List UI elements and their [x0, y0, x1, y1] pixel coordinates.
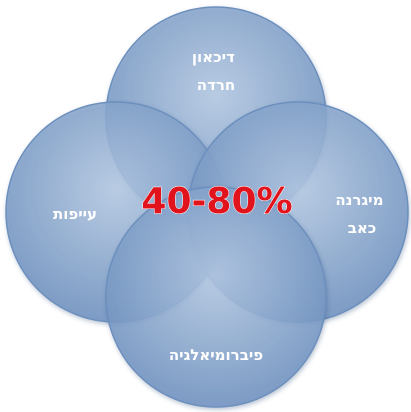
label-top-line-1: דיכאון [192, 48, 235, 66]
label-right-line-2: כאב [348, 219, 377, 237]
label-left-line-1: עייפות [53, 205, 97, 223]
circle-bottom [105, 186, 327, 408]
label-right-line-1: מיגרנה [335, 191, 383, 209]
label-bottom: פיברומיאלגיה [169, 346, 263, 364]
label-right: מיגרנה כאב [335, 191, 388, 237]
label-left: עייפות [53, 205, 97, 223]
center-percentage: 40-80% [141, 181, 292, 222]
label-top-line-2: חרדה [197, 76, 235, 94]
label-top: דיכאון חרדה [192, 48, 240, 94]
label-bottom-line-1: פיברומיאלגיה [169, 346, 263, 364]
